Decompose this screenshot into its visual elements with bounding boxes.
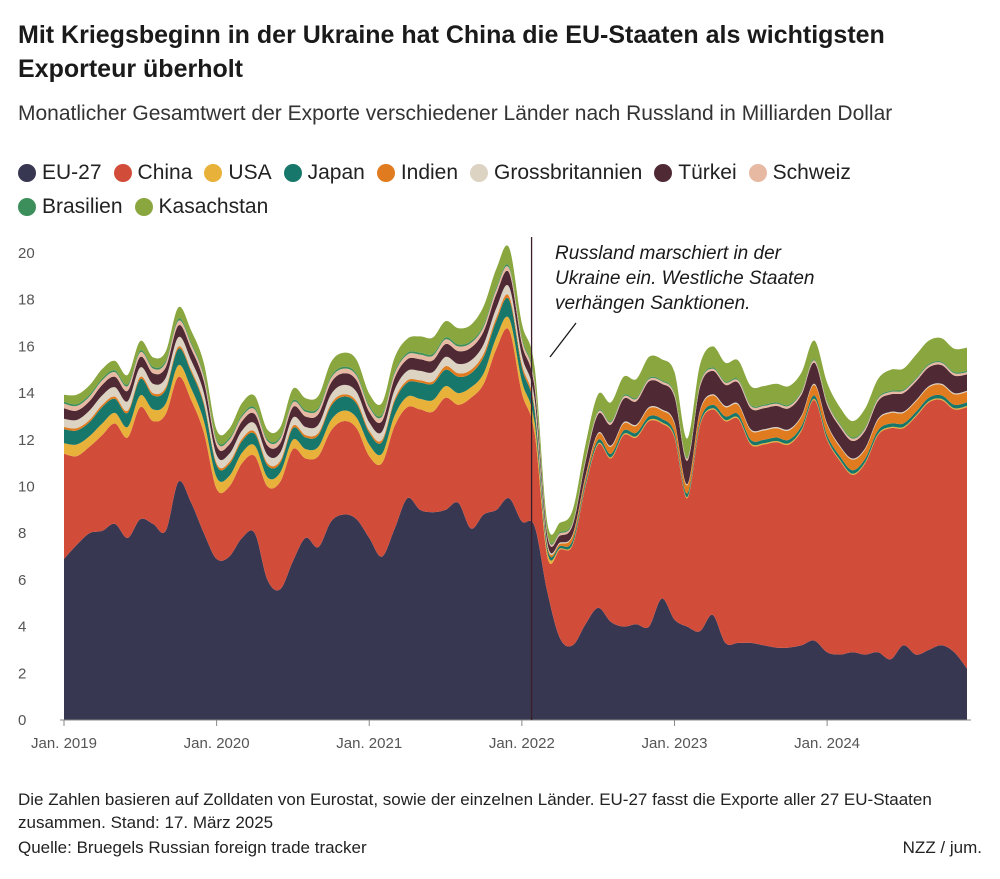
credit-label: NZZ / jum. — [902, 838, 982, 857]
y-tick-label: 2 — [18, 665, 26, 682]
area-layers — [64, 245, 967, 720]
y-tick-label: 6 — [18, 572, 26, 589]
legend-swatch — [748, 164, 767, 182]
legend-item-grossbritannien: Grossbritannien — [470, 156, 642, 190]
legend-label: Brasilien — [42, 195, 123, 218]
legend-item-schweiz: Schweiz — [748, 156, 851, 190]
legend-label: Indien — [400, 161, 459, 184]
annotation-text: Ukraine ein. Westliche Staaten — [555, 268, 814, 289]
x-tick-label: Jan. 2021 — [336, 735, 402, 752]
y-tick-label: 8 — [18, 525, 26, 542]
legend-item-usa: USA — [204, 156, 272, 190]
legend-swatch — [113, 164, 132, 182]
legend-item-kasachstan: Kasachstan — [134, 190, 269, 224]
source-note: Quelle: Bruegels Russian foreign trade t… — [18, 838, 367, 857]
y-tick-label: 14 — [18, 385, 35, 402]
legend-label: EU-27 — [42, 161, 102, 184]
x-tick-label: Jan. 2024 — [794, 735, 860, 752]
y-tick-label: 10 — [18, 479, 35, 496]
footnote: Die Zahlen basieren auf Zolldaten von Eu… — [18, 790, 932, 832]
y-tick-label: 18 — [18, 292, 35, 309]
legend-item-japan: Japan — [283, 156, 365, 190]
y-tick-label: 16 — [18, 338, 35, 355]
annotation-pointer — [549, 322, 577, 358]
area-series-kasachstan — [64, 245, 967, 544]
legend-item-t-rkei: Türkei — [654, 156, 737, 190]
legend-swatch — [283, 164, 302, 182]
legend-item-indien: Indien — [376, 156, 459, 190]
stacked-area-chart: 0 2 4 6 8 10 12 14 16 18 20 Jan. 2019 Jan. 2020 Jan. … — [18, 237, 971, 752]
legend-item-eu-27: EU-27 — [18, 156, 102, 190]
legend-label: Kasachstan — [158, 195, 269, 218]
y-tick-label: 12 — [18, 432, 35, 449]
annotation-text: verhängen Sanktionen. — [555, 293, 750, 314]
area-series-t-rkei — [64, 270, 967, 554]
area-series-eu-27 — [64, 481, 967, 720]
legend-label: USA — [228, 161, 272, 184]
legend-swatch — [134, 198, 153, 216]
x-tick-label: Jan. 2022 — [489, 735, 555, 752]
y-tick-label: 4 — [18, 619, 26, 636]
x-tick-label: Jan. 2020 — [184, 735, 250, 752]
chart-legend: EU-27 China USA Japan Indien Grossbritannien T… — [18, 156, 978, 224]
legend-swatch — [470, 164, 489, 182]
legend-swatch — [204, 164, 223, 182]
x-tick-label: Jan. 2023 — [642, 735, 708, 752]
area-series-china — [64, 328, 967, 669]
y-tick-label: 0 — [18, 712, 26, 729]
legend-item-brasilien: Brasilien — [18, 190, 123, 224]
legend-swatch — [18, 164, 36, 182]
annotation-text: Russland marschiert in der — [555, 243, 782, 264]
legend-label: Grossbritannien — [494, 161, 643, 184]
legend-label: China — [137, 161, 193, 184]
legend-label: Schweiz — [772, 161, 851, 184]
legend-label: Japan — [307, 161, 365, 184]
x-tick-label: Jan. 2019 — [31, 735, 97, 752]
chart-title: Mit Kriegsbeginn in der Ukraine hat Chin… — [18, 21, 885, 83]
legend-item-china: China — [113, 156, 193, 190]
legend-label: Türkei — [678, 161, 737, 184]
area-series-schweiz — [64, 266, 967, 547]
y-tick-label: 20 — [18, 245, 35, 262]
legend-swatch — [654, 164, 673, 182]
legend-swatch — [18, 198, 36, 216]
legend-swatch — [376, 164, 395, 182]
chart-subtitle: Monatlicher Gesamtwert der Exporte versc… — [18, 102, 893, 125]
